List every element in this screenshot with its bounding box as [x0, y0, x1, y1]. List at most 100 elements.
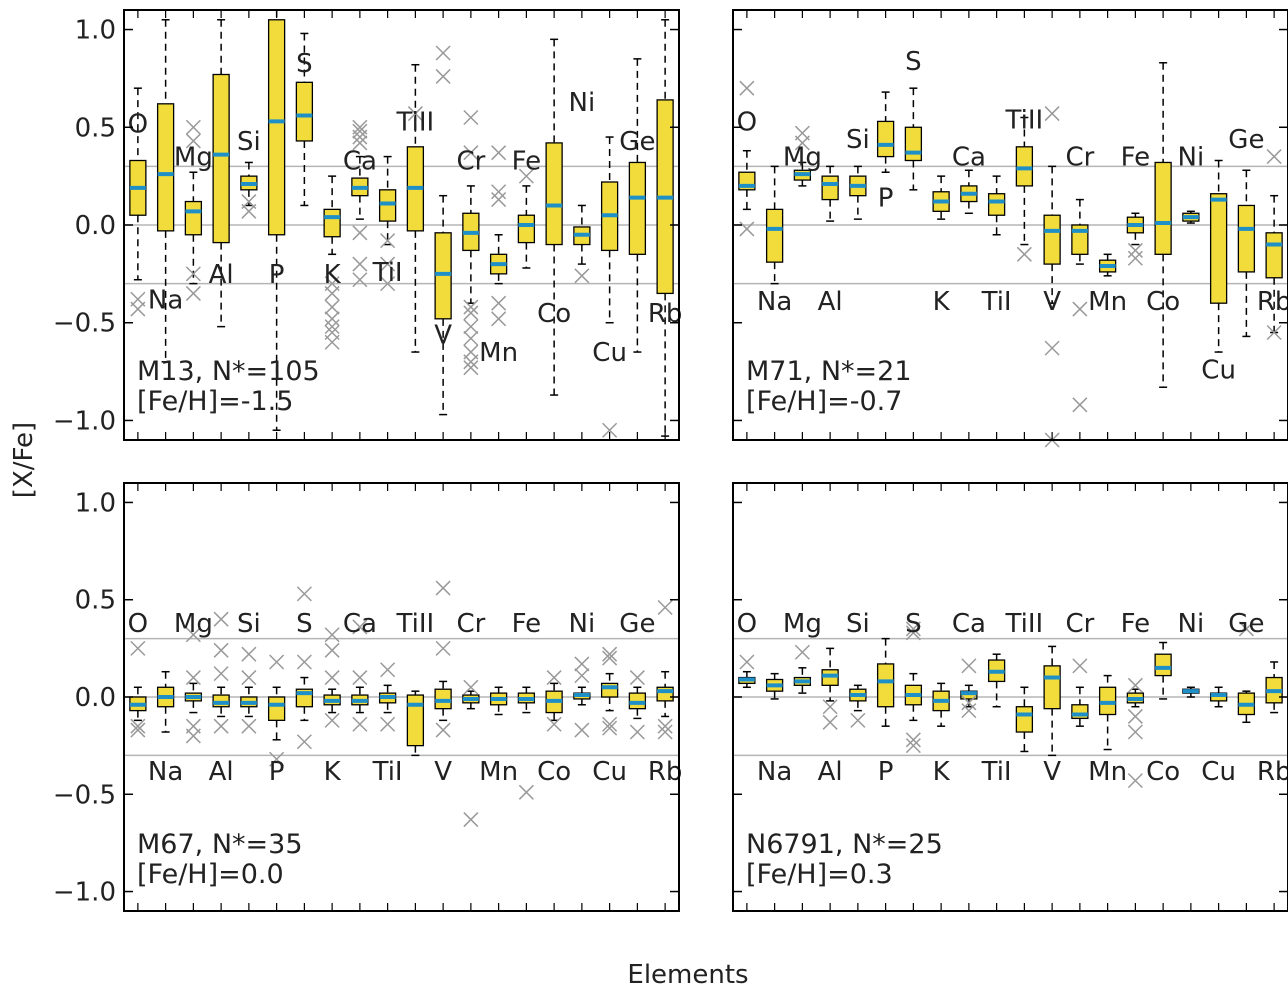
outlier-point — [407, 106, 423, 122]
element-label-S: S — [296, 609, 313, 639]
outlier-point — [380, 716, 396, 732]
box-Mn — [1098, 674, 1117, 751]
box-Rb — [1265, 661, 1283, 714]
outlier-point — [296, 654, 312, 670]
outlier-point — [574, 268, 590, 284]
outlier-point — [435, 580, 451, 596]
element-label-TiI: TiI — [981, 287, 1012, 317]
box-TiI — [987, 653, 1006, 708]
box-Mg — [793, 644, 812, 694]
box-Si — [240, 646, 258, 734]
outlier-point — [491, 184, 507, 200]
outlier-point — [213, 666, 229, 682]
element-label-P: P — [269, 757, 285, 787]
outlier-point — [905, 738, 921, 754]
outlier-point — [380, 276, 396, 292]
outlier-point — [241, 670, 257, 686]
outlier-point — [1044, 340, 1060, 356]
outlier-point — [1127, 677, 1143, 693]
box-S — [295, 586, 314, 750]
outlier-point — [324, 712, 340, 728]
box-Fe — [1126, 677, 1145, 789]
element-label-P: P — [878, 757, 894, 787]
outlier-point — [629, 724, 645, 740]
box-Al — [212, 19, 230, 328]
outlier-point — [185, 133, 201, 149]
y-tick-label: −0.5 — [53, 780, 116, 810]
outlier-point — [185, 670, 201, 686]
element-label-Cu: Cu — [1201, 356, 1236, 386]
element-label-Na: Na — [757, 287, 792, 317]
element-label-Al: Al — [209, 757, 234, 787]
box-Ge — [628, 58, 647, 353]
element-label-Fe: Fe — [1121, 609, 1151, 639]
element-label-Rb: Rb — [648, 299, 683, 329]
box-P — [267, 9, 286, 431]
y-tick-label: 1.0 — [75, 488, 116, 518]
outlier-point — [546, 716, 562, 732]
element-label-P: P — [878, 184, 894, 214]
outlier-point — [1072, 301, 1088, 317]
element-label-Cr: Cr — [456, 609, 485, 639]
element-label-Ca: Ca — [343, 609, 377, 639]
outlier-point — [491, 192, 507, 208]
outlier-point — [546, 670, 562, 686]
element-label-Si: Si — [846, 125, 870, 155]
outlier-point — [324, 319, 340, 335]
outlier-point — [241, 718, 257, 734]
box-Ca — [351, 619, 369, 732]
outlier-point — [324, 285, 340, 301]
outlier-point — [657, 599, 673, 616]
box-V — [1043, 106, 1061, 448]
element-label-TiI: TiI — [372, 258, 403, 288]
outlier-point — [574, 722, 590, 738]
outlier-point — [435, 722, 451, 738]
element-label-Mn: Mn — [479, 338, 518, 368]
outlier-point — [463, 330, 479, 346]
box-iqr — [876, 663, 895, 708]
outlier-point — [324, 627, 340, 643]
outlier-point — [739, 654, 755, 670]
outlier-point — [463, 145, 479, 161]
y-tick-label: 0.5 — [75, 586, 116, 616]
cluster-label: M71, N*=21 — [746, 356, 912, 387]
outlier-point — [435, 45, 451, 61]
box-Cr — [1071, 198, 1089, 413]
outlier-point — [961, 703, 977, 719]
element-label-Rb: Rb — [648, 757, 683, 787]
box-Rb — [1265, 149, 1283, 341]
outlier-point — [352, 135, 368, 151]
outlier-point — [1072, 658, 1088, 674]
box-iqr — [1154, 161, 1172, 255]
panel-3: O Na Mg Al Si P S K Ca TiI TiII V Cr Mn Fe Co Ni Cu Ge Rb N6… — [732, 482, 1288, 912]
element-label-Cr: Cr — [1065, 143, 1094, 173]
box-Mg — [793, 125, 812, 187]
box-Ni — [1182, 686, 1200, 698]
box-iqr — [1015, 706, 1034, 733]
box-Co — [1154, 641, 1172, 700]
element-label-Co: Co — [537, 757, 571, 787]
box-Cr — [462, 109, 480, 376]
outlier-point — [130, 301, 146, 317]
element-label-Mn: Mn — [1088, 757, 1127, 787]
box-iqr — [1209, 193, 1228, 304]
box-TiI — [378, 155, 397, 292]
element-label-Mg: Mg — [783, 143, 822, 173]
outlier-point — [130, 722, 146, 738]
element-label-Co: Co — [1146, 287, 1180, 317]
box-P — [267, 654, 286, 767]
outlier-point — [463, 319, 479, 335]
metallicity-label: [Fe/H]=-1.5 — [137, 386, 293, 417]
element-label-O: O — [128, 109, 148, 139]
outlier-point — [1127, 242, 1143, 258]
outlier-point — [602, 650, 618, 666]
outlier-point — [241, 194, 257, 210]
box-V — [1043, 645, 1061, 757]
outlier-point — [463, 305, 479, 321]
box-iqr — [212, 73, 230, 244]
outlier-point — [1238, 621, 1254, 637]
panel-0: O Na Mg Al Si P S K Ca TiI TiII V Cr Mn Fe Co Ni Cu Ge Rb 1.… — [53, 9, 683, 441]
y-tick-label: −1.0 — [53, 878, 116, 908]
outlier-point — [602, 716, 618, 732]
